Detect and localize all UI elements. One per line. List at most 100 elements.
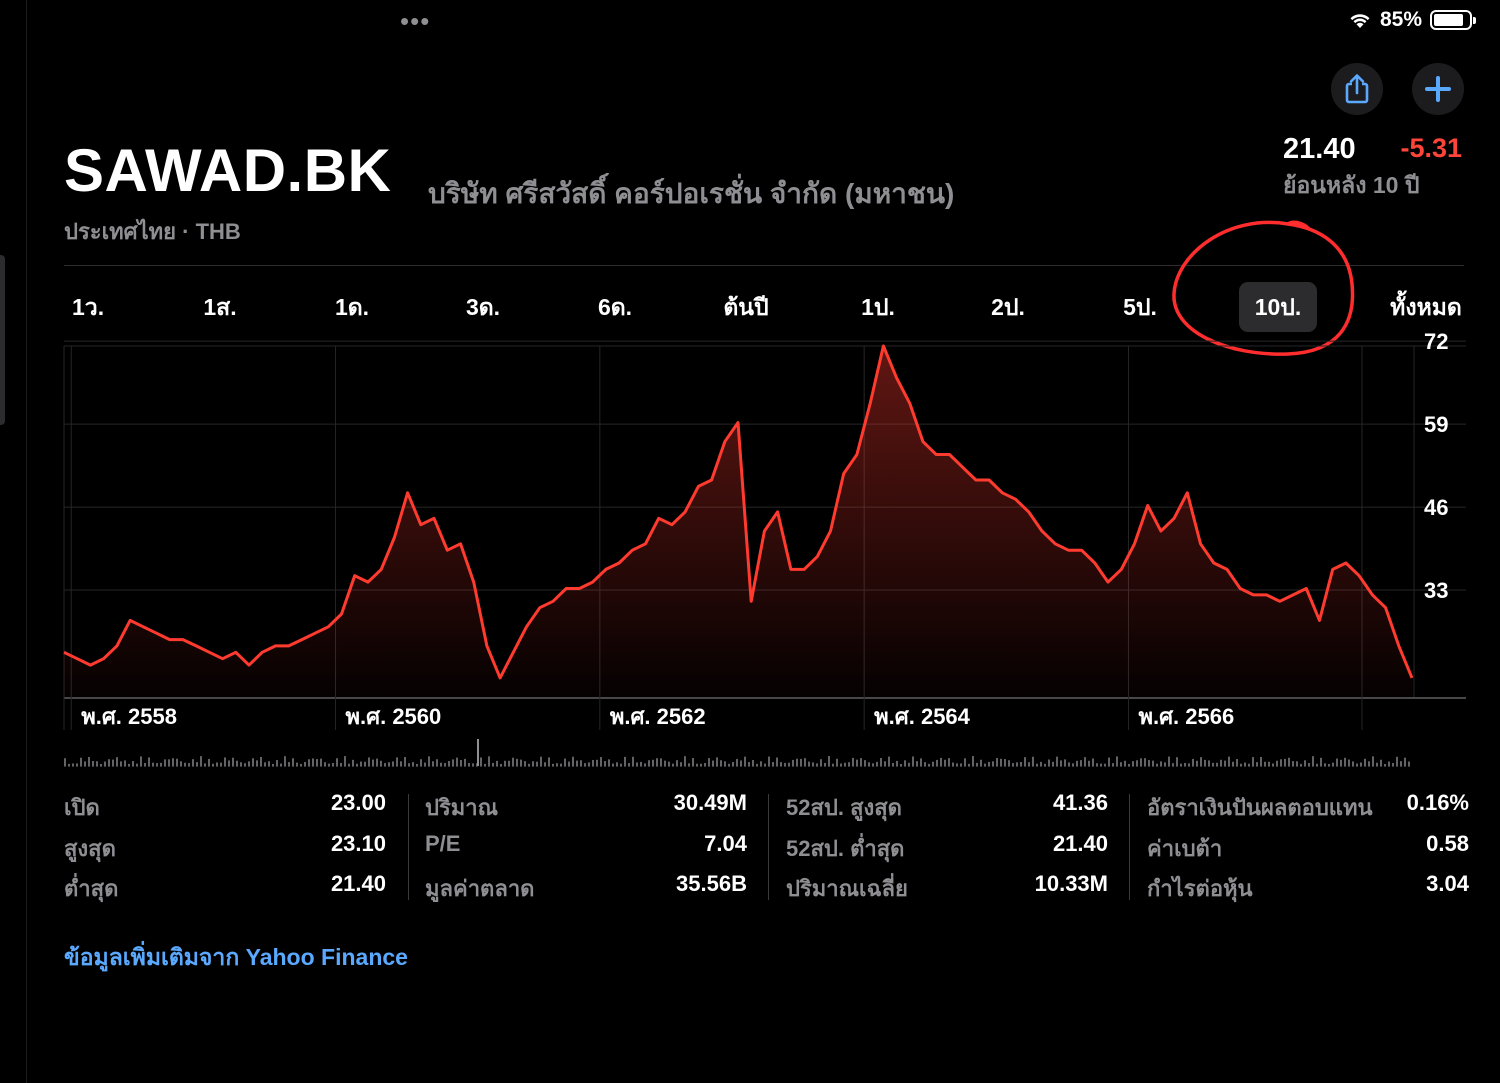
stats-column-price: เปิด 23.00 สูงสุด 23.10 ต่ำสุด 21.40: [64, 790, 386, 901]
volume-bar: [856, 759, 858, 766]
stat-label: ปริมาณเฉลี่ย: [786, 876, 908, 901]
volume-bar: [256, 760, 258, 766]
range-5y[interactable]: 5ป.: [1123, 294, 1157, 320]
volume-bar: [276, 760, 278, 766]
y-tick-label: 46: [1424, 495, 1448, 520]
volume-bar: [788, 762, 790, 766]
volume-bar: [1180, 763, 1182, 766]
volume-bar: [308, 759, 310, 766]
volume-bar: [1088, 760, 1090, 766]
volume-bar: [1184, 762, 1186, 766]
volume-bar: [984, 763, 986, 766]
volume-bar: [176, 758, 178, 766]
volume-bar: [892, 762, 894, 766]
volume-bar: [504, 760, 506, 766]
volume-bar: [800, 758, 802, 766]
price-change: -5.31: [1400, 133, 1462, 163]
volume-bar: [572, 756, 574, 766]
volume-bar: [196, 762, 198, 766]
volume-bar: [172, 758, 174, 766]
range-ytd[interactable]: ต้นปี: [723, 294, 769, 320]
volume-bar: [776, 757, 778, 766]
plus-icon: [1425, 76, 1451, 102]
volume-bars: [64, 739, 1412, 767]
volume-bar: [440, 762, 442, 766]
volume-bar: [1268, 761, 1270, 766]
volume-bar: [992, 761, 994, 766]
stat-dividend-yield: อัตราเงินปันผลตอบแทน 0.16%: [1147, 790, 1469, 830]
volume-bar: [1388, 761, 1390, 766]
volume-bar: [1316, 763, 1318, 766]
volume-bar: [84, 761, 86, 766]
range-1d[interactable]: 1ด.: [334, 294, 370, 320]
volume-bar: [524, 761, 526, 766]
volume-bar: [508, 760, 510, 766]
volume-bar: [680, 762, 682, 766]
volume-bar: [1108, 757, 1110, 766]
volume-bar: [1160, 761, 1162, 766]
volume-bar: [216, 762, 218, 766]
volume-bar: [684, 756, 686, 766]
stat-value: 21.40: [1052, 831, 1108, 856]
range-all[interactable]: ทั้งหมด: [1390, 294, 1462, 320]
stat-value: 41.36: [1052, 790, 1108, 815]
range-10y[interactable]: 10ป.: [1239, 282, 1317, 332]
volume-bar: [708, 758, 710, 766]
range-1w[interactable]: 1ว.: [72, 294, 105, 320]
volume-bar: [696, 763, 698, 766]
volume-bar: [1232, 761, 1234, 766]
volume-bar: [1004, 759, 1006, 766]
add-to-watchlist-button[interactable]: [1412, 63, 1464, 115]
stats-column-52week: 52สป. สูงสุด 41.36 52สป. ต่ำสุด 21.40 ปริม…: [786, 790, 1108, 901]
range-1m[interactable]: 1ส.: [203, 294, 237, 320]
volume-bar: [592, 759, 594, 766]
range-2y[interactable]: 2ป.: [991, 294, 1025, 320]
battery-level-fill: [1434, 14, 1463, 26]
volume-bar: [496, 760, 498, 766]
volume-bar: [1192, 758, 1194, 766]
volume-bar: [356, 763, 358, 766]
volume-bar: [132, 761, 134, 766]
volume-bar: [432, 761, 434, 766]
volume-bar: [612, 763, 614, 766]
time-range-selector: 1ว. 1ส. 1ด. 3ด. 6ด. ต้นปี 1ป. 2ป. 5ป. 10…: [64, 282, 1464, 332]
volume-bar: [516, 758, 518, 766]
volume-bar: [352, 759, 354, 766]
volume-bar: [544, 762, 546, 766]
volume-bar: [1348, 759, 1350, 766]
volume-bar: [1312, 756, 1314, 766]
volume-bar: [264, 762, 266, 766]
annotation-circle: [1172, 220, 1355, 356]
stat-value: 10.33M: [1034, 871, 1108, 896]
range-3m[interactable]: 3ด.: [465, 294, 501, 320]
volume-bar: [644, 763, 646, 766]
range-1y[interactable]: 1ป.: [861, 294, 895, 320]
volume-bar: [976, 762, 978, 766]
volume-bar: [860, 758, 862, 766]
yahoo-finance-link[interactable]: ข้อมูลเพิ่มเติมจาก Yahoo Finance: [64, 944, 408, 970]
y-tick-label: 33: [1424, 578, 1448, 603]
stat-beta: ค่าเบต้า 0.58: [1147, 831, 1469, 871]
volume-bar: [844, 762, 846, 766]
volume-bar: [1112, 763, 1114, 766]
volume-bar: [1228, 756, 1230, 766]
volume-bar: [364, 761, 366, 766]
volume-bar: [1324, 763, 1326, 766]
volume-bar: [1120, 762, 1122, 766]
volume-bar: [344, 756, 346, 766]
ticker-symbol: SAWAD.BK: [64, 137, 392, 204]
share-button[interactable]: [1331, 63, 1383, 115]
volume-bar: [1376, 762, 1378, 766]
volume-bar: [1392, 763, 1394, 766]
volume-bar: [320, 758, 322, 766]
range-6m[interactable]: 6ด.: [597, 294, 633, 320]
volume-bar: [1044, 763, 1046, 766]
volume-bar: [784, 762, 786, 766]
sidebar-grabber[interactable]: [0, 255, 5, 425]
volume-bar: [904, 760, 906, 766]
volume-bar: [672, 763, 674, 766]
multitasking-dots[interactable]: •••: [400, 6, 431, 36]
volume-bar: [152, 762, 154, 766]
volume-bar: [1216, 762, 1218, 766]
